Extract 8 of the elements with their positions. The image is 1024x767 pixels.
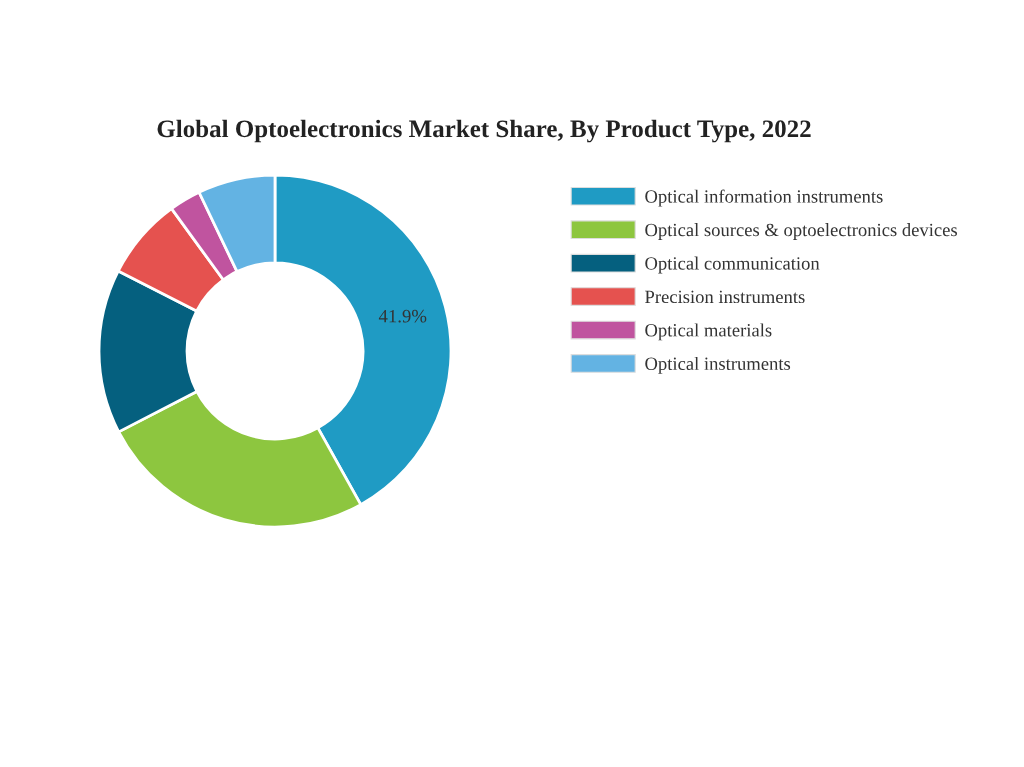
legend-label: Optical sources & optoelectronics devices <box>645 223 957 240</box>
data-label: 41.9% <box>378 309 427 323</box>
legend-label: Optical materials <box>645 323 772 341</box>
legend-label: Optical instruments <box>645 356 791 374</box>
legend-label: Precision instruments <box>645 290 805 304</box>
chart-title: Global Optoelectronics Market Share, By Product Type, 2022 <box>157 119 811 143</box>
legend-label: Optical communication <box>645 256 820 274</box>
legend-label: Optical information instruments <box>645 189 883 207</box>
